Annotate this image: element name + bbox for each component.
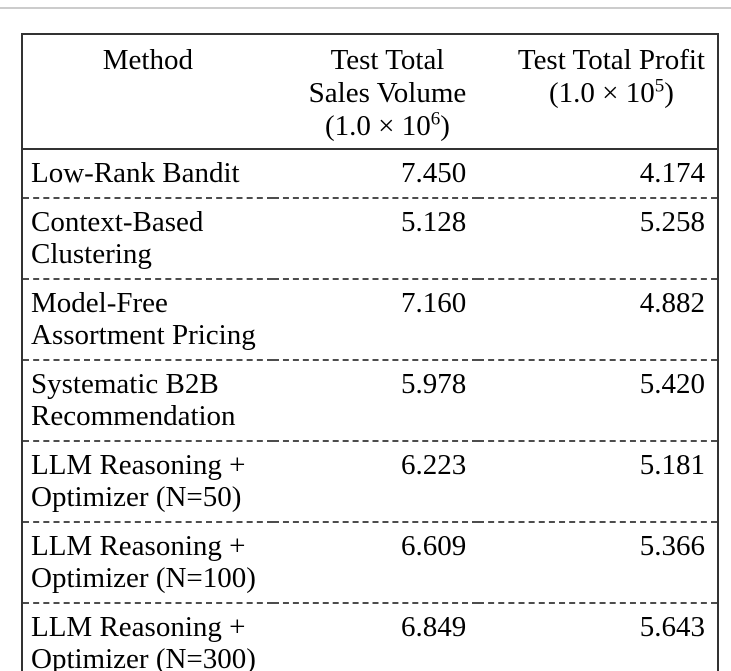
profit-value-cell: 4.174 bbox=[639, 157, 705, 189]
column-header-profit: Test Total Profit (1.0 × 105) bbox=[478, 34, 718, 150]
sales-value-cell: 6.849 bbox=[272, 602, 479, 671]
page-top-rule bbox=[0, 7, 731, 9]
method-cell: Low-Rank Bandit bbox=[31, 157, 240, 189]
table-row: LLM Reasoning + Optimizer (N=100) 6.609 … bbox=[22, 521, 718, 603]
profit-value-cell: 4.882 bbox=[478, 278, 718, 360]
sales-value-cell: 5.128 bbox=[272, 197, 479, 279]
method-cell: LLM Reasoning + Optimizer (N=300) bbox=[22, 602, 273, 671]
column-header-sales-volume: Test Total Sales Volume (1.0 × 106) bbox=[272, 34, 479, 150]
table-row: Low-Rank Bandit 7.450 4.174 bbox=[22, 149, 718, 198]
header-row: Method Test Total Sales Volume (1.0 × 106)… bbox=[22, 34, 718, 150]
sales-value-cell: 7.450 bbox=[401, 157, 467, 189]
table-body: Low-Rank Bandit 7.450 4.174 Context-Base… bbox=[22, 149, 718, 671]
table-row: LLM Reasoning + Optimizer (N=300) 6.849 … bbox=[22, 602, 718, 671]
profit-value-cell: 5.420 bbox=[478, 359, 718, 441]
results-table: Method Test Total Sales Volume (1.0 × 106)… bbox=[21, 33, 719, 671]
table-row: Context-Based Clustering 5.128 5.258 bbox=[22, 197, 718, 279]
sales-value-cell: 5.978 bbox=[272, 359, 479, 441]
column-header-sales-volume-label: Test Total Sales Volume (1.0 × 106) bbox=[308, 44, 467, 142]
table-row: LLM Reasoning + Optimizer (N=50) 6.223 5… bbox=[22, 440, 718, 522]
profit-value-cell: 5.643 bbox=[478, 602, 718, 671]
column-header-method-label: Method bbox=[102, 44, 193, 76]
exponent: 6 bbox=[430, 108, 441, 130]
profit-value-cell: 5.181 bbox=[478, 440, 718, 522]
profit-value-cell: 5.366 bbox=[478, 521, 718, 603]
sales-value-cell: 6.609 bbox=[272, 521, 479, 603]
method-cell: Systematic B2B Recommendation bbox=[22, 359, 273, 441]
table-row: Systematic B2B Recommendation 5.978 5.42… bbox=[22, 359, 718, 441]
column-header-profit-label: Test Total Profit (1.0 × 105) bbox=[517, 44, 705, 109]
method-cell: Context-Based Clustering bbox=[22, 197, 273, 279]
method-cell: LLM Reasoning + Optimizer (N=50) bbox=[22, 440, 273, 522]
profit-value-cell: 5.258 bbox=[478, 197, 718, 279]
exponent: 5 bbox=[654, 75, 665, 97]
method-cell: LLM Reasoning + Optimizer (N=100) bbox=[22, 521, 273, 603]
sales-value-cell: 6.223 bbox=[272, 440, 479, 522]
results-table-container: Method Test Total Sales Volume (1.0 × 106)… bbox=[21, 33, 719, 671]
column-header-method: Method bbox=[22, 34, 273, 150]
table-row: Model-Free Assortment Pricing 7.160 4.88… bbox=[22, 278, 718, 360]
table-header: Method Test Total Sales Volume (1.0 × 106)… bbox=[22, 34, 718, 150]
sales-value-cell: 7.160 bbox=[272, 278, 479, 360]
method-cell: Model-Free Assortment Pricing bbox=[22, 278, 273, 360]
